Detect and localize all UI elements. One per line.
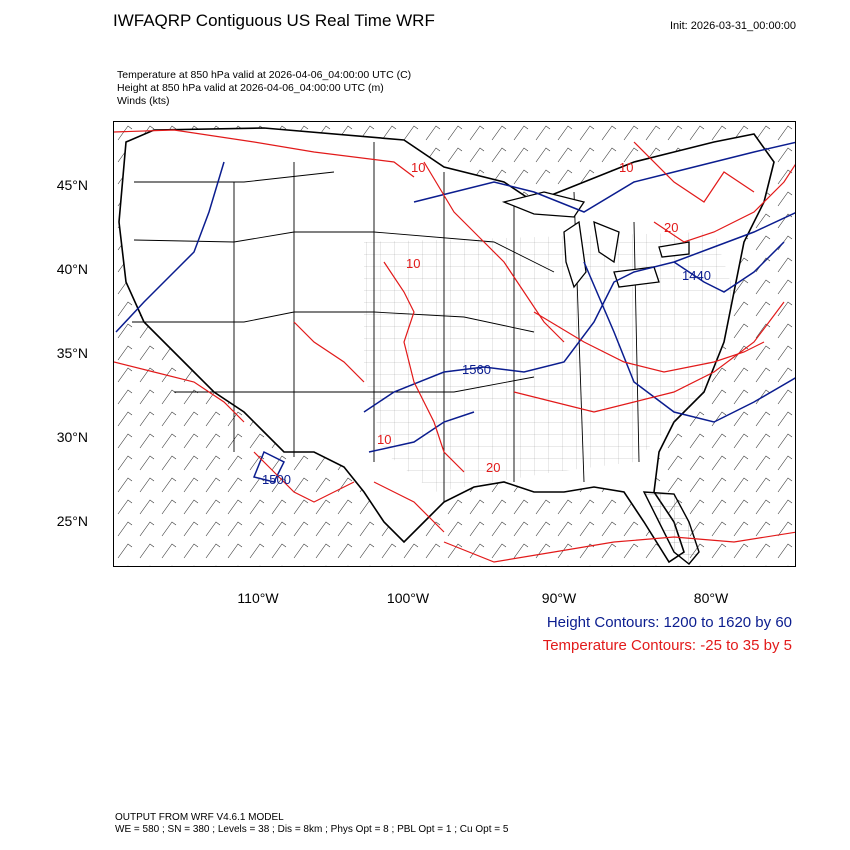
florida-peninsula [642,491,700,565]
temp-label-10-a: 10 [406,256,420,271]
height-label-1440: 1440 [682,268,711,283]
lat-label-45: 45°N [56,177,88,193]
temp-label-20-b: 20 [486,460,500,475]
lon-label-80: 80°W [693,590,729,606]
init-time: Init: 2026-03-31_00:00:00 [670,20,796,32]
field-description-winds: Winds (kts) [117,95,170,107]
lat-label-25: 25°N [56,513,88,529]
weather-map: 10 10 10 10 20 20 1440 1560 1500 [113,121,796,567]
model-info: OUTPUT FROM WRF V4.6.1 MODEL [115,812,284,823]
field-description-height: Height at 850 hPa valid at 2026-04-06_04… [117,82,384,94]
legend-height-contours: Height Contours: 1200 to 1620 by 60 [546,614,792,631]
lon-label-90: 90°W [541,590,577,606]
map-canvas: 10 10 10 10 20 20 1440 1560 1500 [114,122,795,566]
temp-label-10-b: 10 [411,160,425,175]
lat-label-35: 35°N [56,345,88,361]
temp-label-10-d: 10 [377,432,391,447]
lat-label-40: 40°N [56,261,88,277]
map-title: IWFAQRP Contiguous US Real Time WRF [113,11,435,30]
legend-temperature-contours: Temperature Contours: -25 to 35 by 5 [542,637,792,654]
height-contours [115,141,795,483]
temperature-contours [114,129,795,563]
temp-label-10-c: 10 [619,160,633,175]
county-grid [364,232,734,492]
state-boundaries [132,142,640,502]
temp-label-20: 20 [664,220,678,235]
lon-label-110: 110°W [237,590,279,606]
height-label-1500: 1500 [262,472,291,487]
lon-label-100: 100°W [386,590,430,606]
lat-label-30: 30°N [56,429,88,445]
model-config: WE = 580 ; SN = 380 ; Levels = 38 ; Dis … [115,824,509,835]
field-description-temperature: Temperature at 850 hPa valid at 2026-04-… [117,69,412,81]
height-label-1560: 1560 [462,362,491,377]
